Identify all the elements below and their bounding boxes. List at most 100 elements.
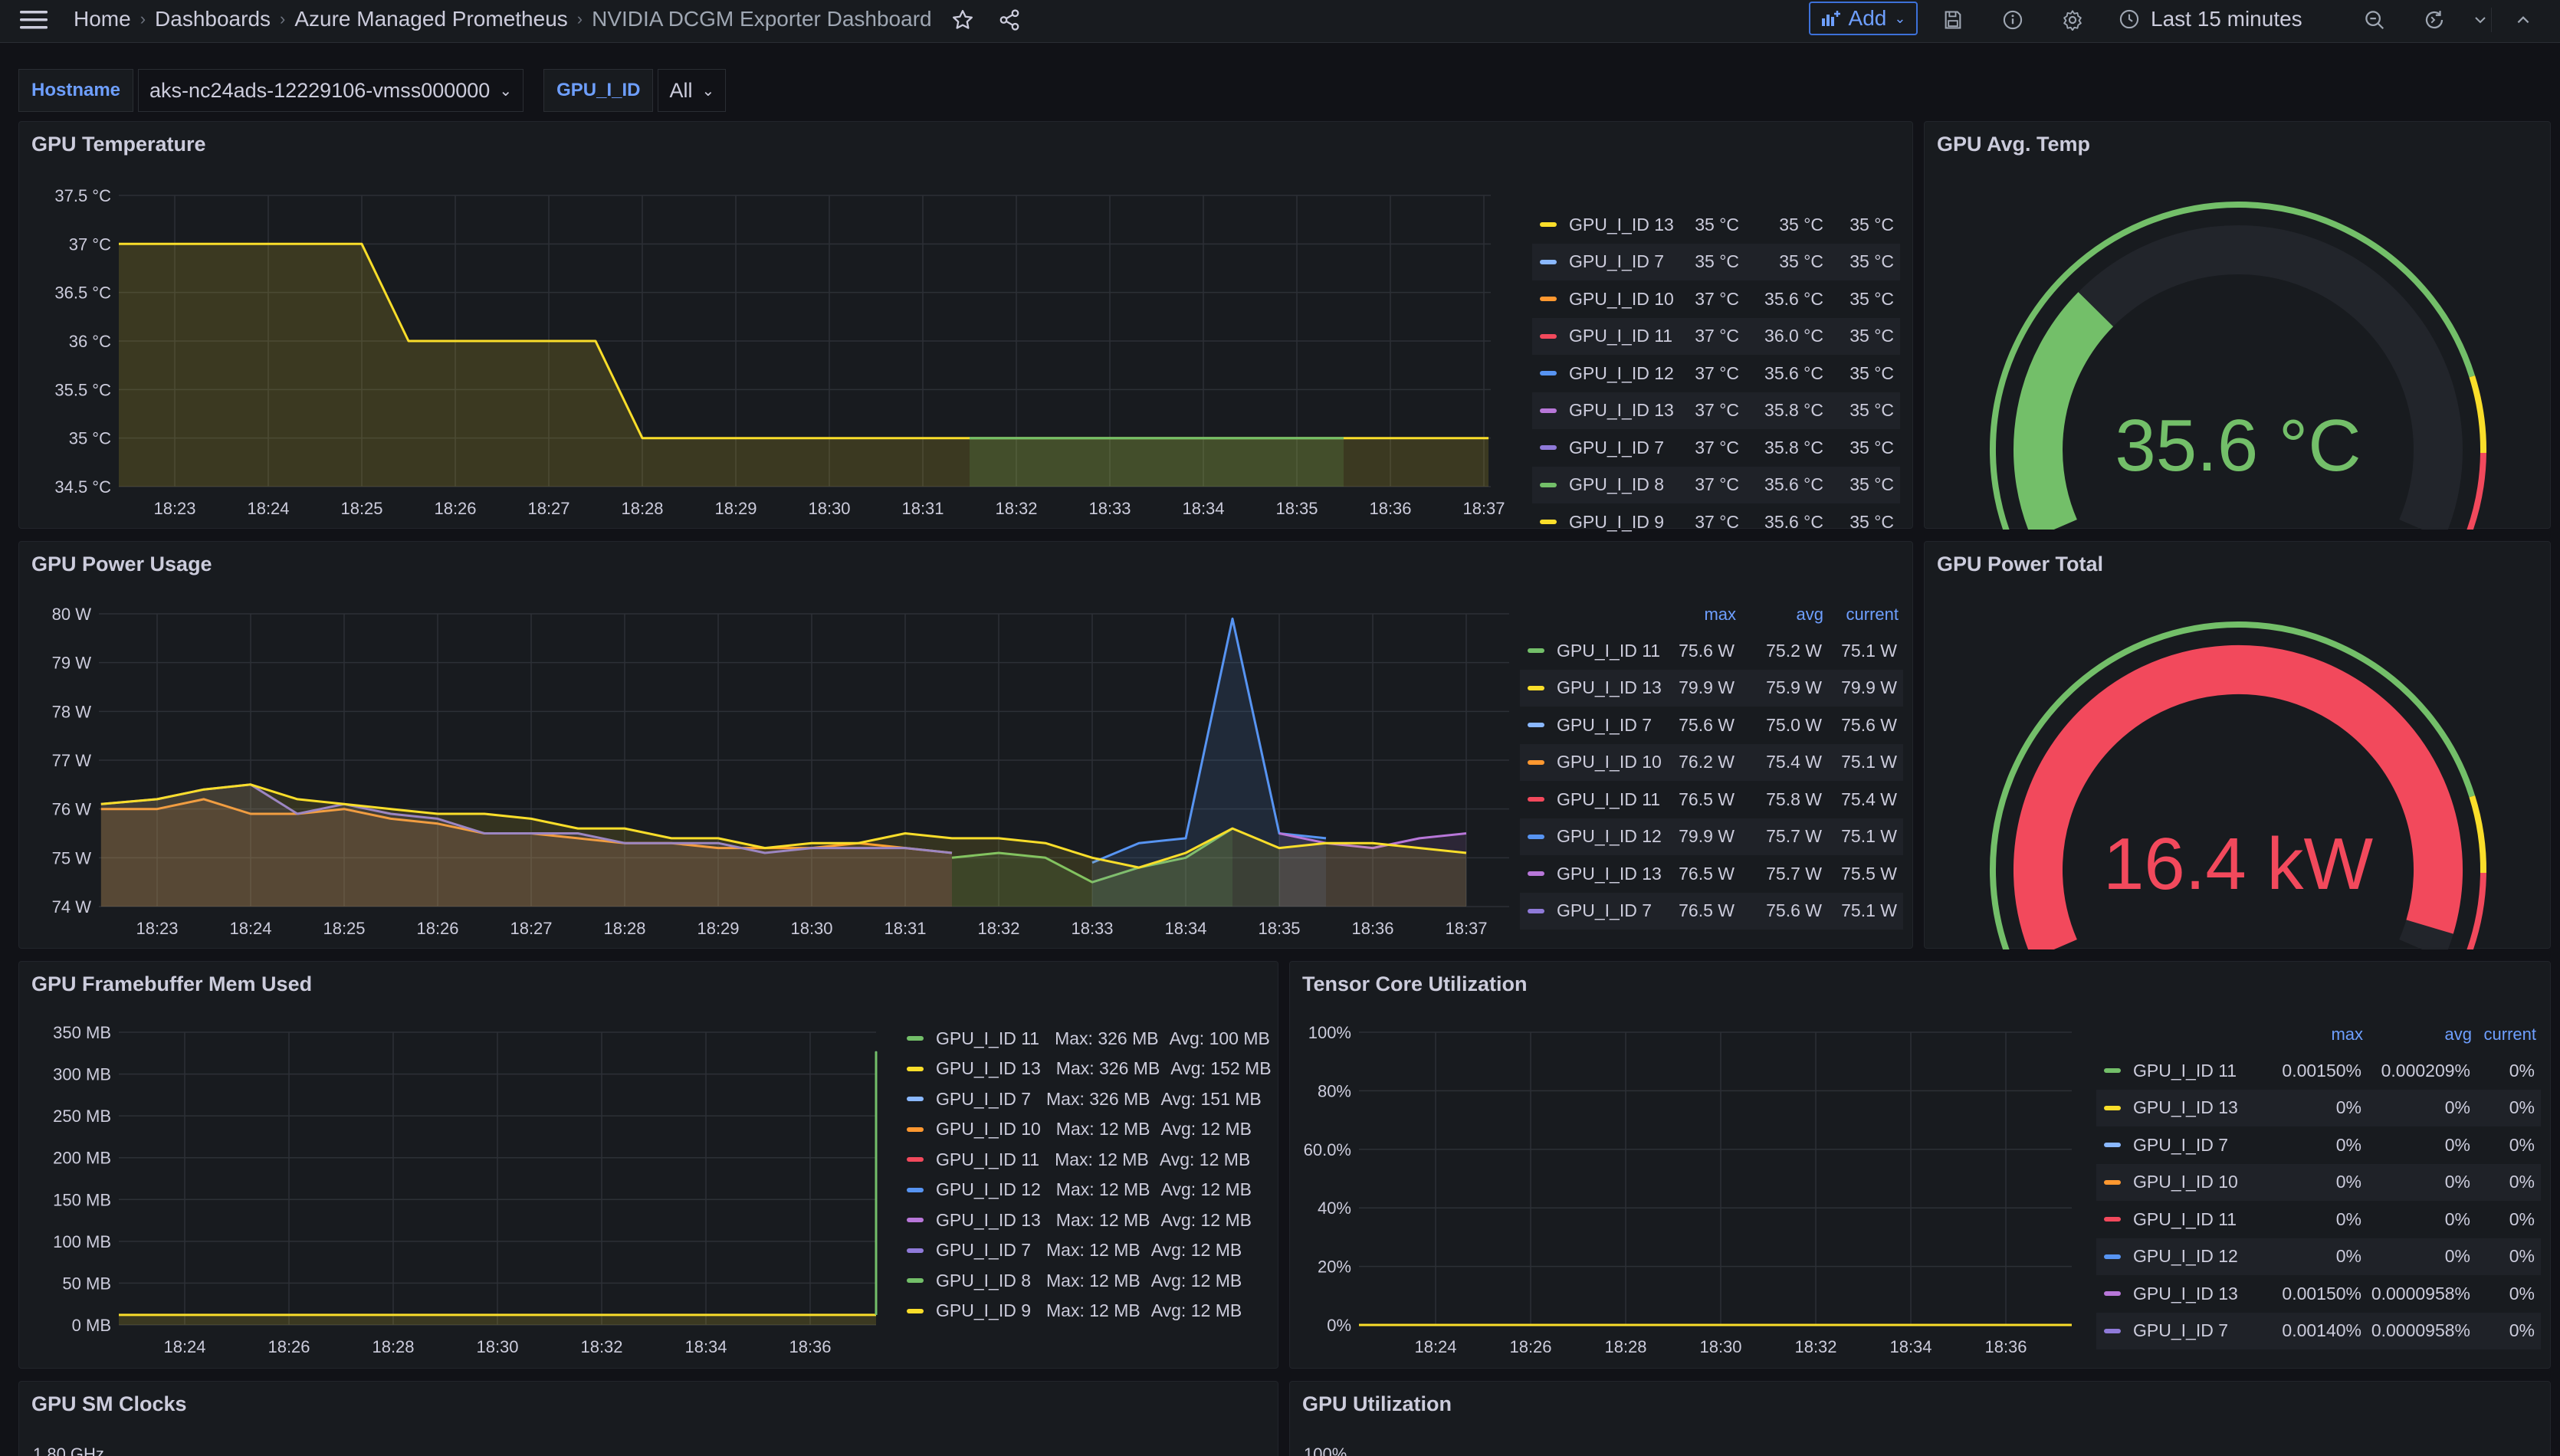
legend-item[interactable]: GPU_I_ID 11 Max: 326 MB Avg: 100 MB: [899, 1025, 1270, 1052]
legend-header-avg[interactable]: avg: [1796, 605, 1823, 624]
legend-item[interactable]: GPU_I_ID 13 Max: 12 MB Avg: 12 MB: [899, 1206, 1252, 1234]
legend-header-max[interactable]: max: [1704, 605, 1736, 624]
gpu-power-total-value: 16.4 kW: [2102, 823, 2374, 905]
legend-item[interactable]: GPU_I_ID 7 76.5 W 75.6 W 75.1 W: [1520, 892, 1903, 930]
gpu-id-select[interactable]: All ⌄: [658, 69, 727, 112]
time-range-picker[interactable]: Last 15 minutes: [2119, 0, 2302, 38]
collapse-up-icon[interactable]: [2506, 3, 2540, 37]
legend-value-max: Max: 12 MB: [1046, 1240, 1141, 1260]
panel-title: GPU Framebuffer Mem Used: [31, 972, 313, 995]
legend-series-name: GPU_I_ID 13: [2133, 1283, 2238, 1304]
series-area: [1279, 833, 1466, 907]
legend-value-avg: 0%: [2444, 1134, 2470, 1155]
star-icon[interactable]: [946, 3, 980, 37]
refresh-interval-chevron-icon[interactable]: [2463, 3, 2497, 37]
x-tick-label: 18:26: [416, 919, 458, 938]
legend-header-current[interactable]: current: [1846, 605, 1899, 624]
breadcrumb-folder[interactable]: Azure Managed Prometheus: [294, 7, 568, 31]
legend-value-avg: Avg: 12 MB: [1159, 1149, 1251, 1169]
breadcrumb-dashboards[interactable]: Dashboards: [155, 7, 271, 31]
legend-item[interactable]: GPU_I_ID 12 37 °C 35.6 °C 35 °C: [1532, 355, 1900, 392]
legend-item[interactable]: GPU_I_ID 8 Max: 12 MB Avg: 12 MB: [899, 1267, 1242, 1294]
legend-item[interactable]: GPU_I_ID 12 0% 0% 0%: [2096, 1238, 2541, 1275]
legend-series-name: GPU_I_ID 13: [2133, 1097, 2238, 1118]
legend-item[interactable]: GPU_I_ID 7 0.00140% 0.0000958% 0%: [2096, 1312, 2541, 1349]
legend-color-swatch: [907, 1308, 924, 1313]
y-tick-label: 0 MB: [72, 1316, 111, 1335]
legend-item[interactable]: GPU_I_ID 9 37 °C 35.6 °C 35 °C: [1532, 503, 1900, 541]
y-tick-label: 80 W: [52, 605, 92, 624]
legend-color-swatch: [907, 1218, 924, 1222]
gpu-power-usage-panel[interactable]: GPU Power Usage 80 W 79 W 78 W 77 W 76 W 75 W…: [18, 541, 1913, 949]
legend-item[interactable]: GPU_I_ID 11 37 °C 36.0 °C 35 °C: [1532, 317, 1900, 355]
legend-item[interactable]: GPU_I_ID 10 Max: 12 MB Avg: 12 MB: [899, 1116, 1252, 1143]
y-tick-label: 50 MB: [62, 1274, 111, 1293]
gear-icon[interactable]: [2056, 3, 2089, 37]
legend-header-avg[interactable]: avg: [2444, 1025, 2472, 1044]
legend-value-avg: Avg: 12 MB: [1160, 1179, 1252, 1199]
legend-item[interactable]: GPU_I_ID 13 35 °C 35 °C 35 °C: [1532, 206, 1900, 244]
legend-series-name: GPU_I_ID 8: [936, 1270, 1031, 1290]
save-icon[interactable]: [1936, 3, 1970, 37]
gpu-framebuffer-mem-panel[interactable]: GPU Framebuffer Mem Used 350 MB 300 MB 250…: [18, 961, 1278, 1369]
legend-item[interactable]: GPU_I_ID 13 0% 0% 0%: [2096, 1089, 2541, 1126]
add-button[interactable]: Add ⌄: [1809, 2, 1918, 35]
legend-item[interactable]: GPU_I_ID 8 37 °C 35.6 °C 35 °C: [1532, 466, 1900, 503]
x-tick-label: 18:37: [1445, 919, 1487, 938]
gpu-utilization-panel[interactable]: GPU Utilization 100%: [1289, 1381, 2551, 1456]
legend-value-max: 79.9 W: [1679, 677, 1735, 698]
legend-header-max[interactable]: max: [2331, 1025, 2363, 1044]
legend-value-current: 0%: [2509, 1208, 2535, 1229]
gpu-temperature-panel[interactable]: GPU Temperature 37.5 °C 37 °C 36.5 °C 36 °C…: [18, 121, 1913, 532]
info-icon[interactable]: [1996, 3, 2030, 37]
legend-value-avg: 75.0 W: [1766, 714, 1822, 735]
x-tick-label: 18:28: [1604, 1337, 1646, 1356]
x-tick-label: 18:33: [1088, 499, 1131, 518]
legend-item[interactable]: GPU_I_ID 12 79.9 W 75.7 W 75.1 W: [1520, 818, 1903, 855]
legend-value-avg: 35 °C: [1779, 214, 1823, 234]
legend-item[interactable]: GPU_I_ID 7 0% 0% 0%: [2096, 1126, 2541, 1164]
refresh-icon[interactable]: [2417, 3, 2451, 37]
legend-color-swatch: [1540, 445, 1557, 451]
tensor-core-utilization-panel[interactable]: Tensor Core Utilization 100% 80% 60.0% 40% 2…: [1289, 961, 2551, 1369]
legend-item[interactable]: GPU_I_ID 10 76.2 W 75.4 W 75.1 W: [1520, 743, 1903, 781]
legend-item[interactable]: GPU_I_ID 10 0% 0% 0%: [2096, 1163, 2541, 1201]
share-icon[interactable]: [993, 3, 1026, 37]
hostname-variable-label: Hostname: [18, 69, 134, 112]
legend-item[interactable]: GPU_I_ID 11 76.5 W 75.8 W 75.4 W: [1520, 781, 1903, 818]
legend-item[interactable]: GPU_I_ID 10 37 °C 35.6 °C 35 °C: [1532, 280, 1900, 318]
legend-item[interactable]: GPU_I_ID 9 Max: 12 MB Avg: 12 MB: [899, 1297, 1242, 1325]
legend-item[interactable]: GPU_I_ID 13 0.00150% 0.0000958% 0%: [2096, 1275, 2541, 1313]
legend-value-current: 35 °C: [1849, 288, 1894, 309]
legend-item[interactable]: GPU_I_ID 13 Max: 326 MB Avg: 152 MB: [899, 1055, 1272, 1083]
legend-item[interactable]: GPU_I_ID 7 75.6 W 75.0 W 75.6 W: [1520, 707, 1903, 744]
menu-icon[interactable]: [17, 3, 51, 37]
y-tick-label: 77 W: [52, 751, 92, 770]
legend-value-avg: 35.6 °C: [1764, 362, 1823, 383]
legend-item[interactable]: GPU_I_ID 7 Max: 326 MB Avg: 151 MB: [899, 1085, 1262, 1113]
legend-item[interactable]: GPU_I_ID 11 Max: 12 MB Avg: 12 MB: [899, 1146, 1250, 1173]
gpu-sm-clocks-panel[interactable]: GPU SM Clocks 1.80 GHz: [18, 1381, 1278, 1456]
x-tick-label: 18:28: [621, 499, 663, 518]
legend-item[interactable]: GPU_I_ID 11 75.6 W 75.2 W 75.1 W: [1520, 632, 1903, 670]
legend-series-name: GPU_I_ID 9: [1569, 511, 1664, 532]
legend-item[interactable]: GPU_I_ID 12 Max: 12 MB Avg: 12 MB: [899, 1176, 1252, 1204]
legend-header-current[interactable]: current: [2483, 1025, 2536, 1044]
legend-item[interactable]: GPU_I_ID 11 0.00150% 0.000209% 0%: [2096, 1052, 2541, 1090]
legend-item[interactable]: GPU_I_ID 11 0% 0% 0%: [2096, 1201, 2541, 1238]
legend-item[interactable]: GPU_I_ID 13 37 °C 35.8 °C 35 °C: [1532, 392, 1900, 429]
legend-item[interactable]: GPU_I_ID 7 Max: 12 MB Avg: 12 MB: [899, 1237, 1242, 1264]
hostname-select[interactable]: aks-nc24ads-12229106-vmss000000 ⌄: [138, 69, 524, 112]
legend-color-swatch: [907, 1248, 924, 1253]
legend-color-swatch: [2104, 1143, 2121, 1148]
legend-value-max: Max: 12 MB: [1055, 1179, 1150, 1199]
legend-item[interactable]: GPU_I_ID 13 79.9 W 75.9 W 79.9 W: [1520, 669, 1903, 707]
legend-value-avg: 0%: [2444, 1208, 2470, 1229]
breadcrumb: Home › Dashboards › Azure Managed Promet…: [74, 0, 932, 38]
legend-item[interactable]: GPU_I_ID 13 76.5 W 75.7 W 75.5 W: [1520, 855, 1903, 893]
panel-title: GPU Power Usage: [31, 553, 212, 576]
legend-item[interactable]: GPU_I_ID 7 35 °C 35 °C 35 °C: [1532, 243, 1900, 280]
zoom-out-icon[interactable]: [2358, 3, 2391, 37]
breadcrumb-home[interactable]: Home: [74, 7, 131, 31]
legend-item[interactable]: GPU_I_ID 7 37 °C 35.8 °C 35 °C: [1532, 429, 1900, 467]
